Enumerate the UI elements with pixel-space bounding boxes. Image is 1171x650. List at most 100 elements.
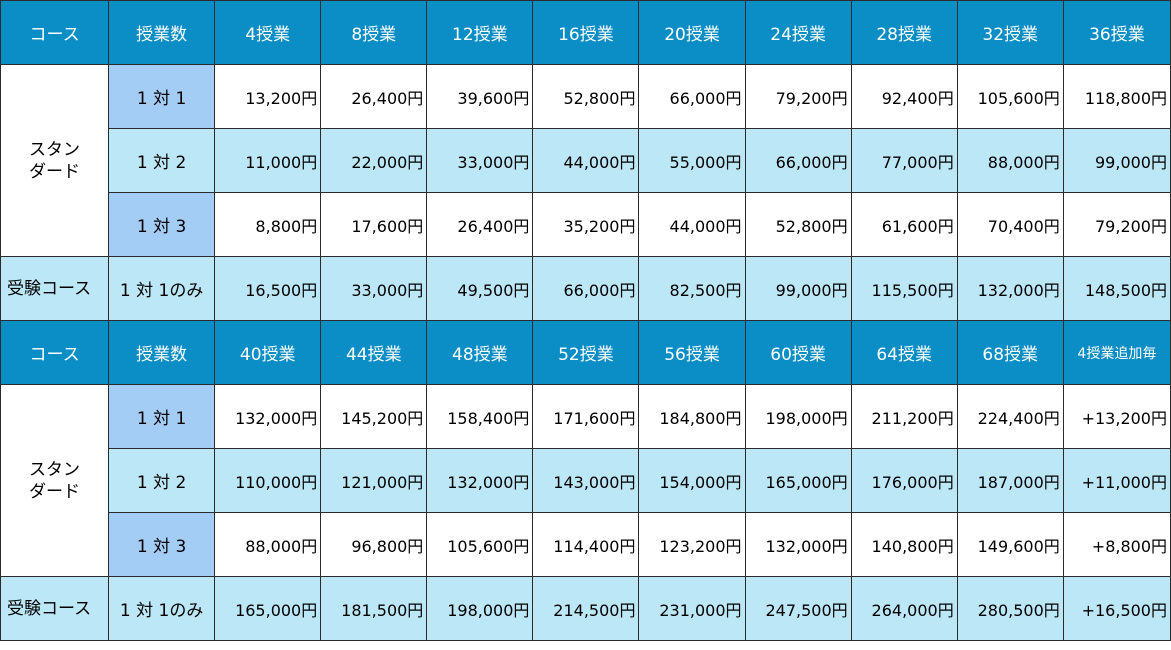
price-cell: 26,400円 — [426, 192, 534, 257]
price-cell: 105,600円 — [426, 512, 534, 577]
price-cell: 88,000円 — [956, 128, 1064, 193]
price-cell: 88,000円 — [214, 512, 322, 577]
price-cell: +16,500円 — [1062, 576, 1171, 641]
header-lesson-count: 授業数 — [108, 0, 216, 65]
price-cell: 66,000円 — [532, 256, 640, 321]
price-cell: 33,000円 — [426, 128, 534, 193]
price-cell: 198,000円 — [744, 384, 852, 449]
price-cell: 99,000円 — [744, 256, 852, 321]
header-lessons: 4授業 — [214, 0, 322, 65]
price-cell: 44,000円 — [532, 128, 640, 193]
header-lessons: 28授業 — [850, 0, 958, 65]
price-cell: 13,200円 — [214, 64, 322, 129]
price-cell: 110,000円 — [214, 448, 322, 513]
price-cell: 77,000円 — [850, 128, 958, 193]
header-lessons: 12授業 — [426, 0, 534, 65]
price-cell: 33,000円 — [320, 256, 428, 321]
price-cell: 187,000円 — [956, 448, 1064, 513]
header-lessons: 48授業 — [426, 320, 534, 385]
price-cell: 11,000円 — [214, 128, 322, 193]
price-cell: 118,800円 — [1062, 64, 1171, 129]
ratio-label: 1 対 1 — [108, 384, 216, 449]
price-cell: 79,200円 — [1062, 192, 1171, 257]
header-lessons: 56授業 — [638, 320, 746, 385]
course-standard: スタン ダード — [0, 64, 110, 257]
ratio-label: 1 対 3 — [108, 512, 216, 577]
price-cell: 132,000円 — [214, 384, 322, 449]
price-cell: 123,200円 — [638, 512, 746, 577]
course-label-line: ダード — [29, 481, 81, 502]
price-cell: 70,400円 — [956, 192, 1064, 257]
header-lessons: 44授業 — [320, 320, 428, 385]
price-cell: 231,000円 — [638, 576, 746, 641]
course-label-line: ダード — [29, 161, 81, 182]
header-lessons: 20授業 — [638, 0, 746, 65]
ratio-label: 1 対 2 — [108, 448, 216, 513]
price-cell: 66,000円 — [638, 64, 746, 129]
ratio-label: 1 対 1のみ — [108, 256, 216, 321]
price-cell: 105,600円 — [956, 64, 1064, 129]
course-label-line: スタン — [29, 459, 81, 480]
course-standard: スタン ダード — [0, 384, 110, 577]
table-row: 1 対 2 11,000円 22,000円 33,000円 44,000円 55,000円… — [1, 128, 1171, 193]
price-cell: 92,400円 — [850, 64, 958, 129]
price-cell: 49,500円 — [426, 256, 534, 321]
price-cell: 114,400円 — [532, 512, 640, 577]
header-lessons: 40授業 — [214, 320, 322, 385]
price-cell: 8,800円 — [214, 192, 322, 257]
header-lessons: 36授業 — [1062, 0, 1171, 65]
price-cell: 165,000円 — [744, 448, 852, 513]
price-cell: +8,800円 — [1062, 512, 1171, 577]
price-cell: 171,600円 — [532, 384, 640, 449]
header-lessons: 32授業 — [956, 0, 1064, 65]
header-course: コース — [0, 320, 110, 385]
table-row: スタン ダード 1 対 1 13,200円 26,400円 39,600円 52,800円 6… — [0, 64, 1171, 257]
price-cell: 55,000円 — [638, 128, 746, 193]
price-cell: 121,000円 — [320, 448, 428, 513]
header-lessons: 68授業 — [956, 320, 1064, 385]
price-cell: 79,200円 — [744, 64, 852, 129]
price-cell: 52,800円 — [744, 192, 852, 257]
header-lessons: 60授業 — [744, 320, 852, 385]
table-row: 1 対 2 110,000円 121,000円 132,000円 143,000円 154… — [1, 448, 1171, 513]
price-cell: 26,400円 — [320, 64, 428, 129]
course-exam: 受験コース — [0, 256, 110, 321]
ratio-label: 1 対 3 — [108, 192, 216, 257]
header-lesson-count: 授業数 — [108, 320, 216, 385]
course-exam: 受験コース — [0, 576, 110, 641]
price-cell: 224,400円 — [956, 384, 1064, 449]
price-cell: 140,800円 — [850, 512, 958, 577]
price-cell: 66,000円 — [744, 128, 852, 193]
ratio-label: 1 対 2 — [108, 128, 216, 193]
price-cell: 247,500円 — [744, 576, 852, 641]
price-cell: 44,000円 — [638, 192, 746, 257]
price-cell: 264,000円 — [850, 576, 958, 641]
header-row: コース 授業数 40授業 44授業 48授業 52授業 56授業 60授業 64授業 68授業 4授… — [0, 320, 1171, 385]
price-cell: 280,500円 — [956, 576, 1064, 641]
price-cell: +13,200円 — [1062, 384, 1171, 449]
table-row: 1 対 3 88,000円 96,800円 105,600円 114,400円 123,2… — [1, 512, 1171, 577]
price-cell: 16,500円 — [214, 256, 322, 321]
price-cell: 176,000円 — [850, 448, 958, 513]
table-row: 1 対 3 8,800円 17,600円 26,400円 35,200円 44,000円 5… — [1, 192, 1171, 257]
ratio-label: 1 対 1のみ — [108, 576, 216, 641]
header-lessons: 24授業 — [744, 0, 852, 65]
course-label-line: スタン — [29, 139, 81, 160]
price-cell: 143,000円 — [532, 448, 640, 513]
price-cell: 115,500円 — [850, 256, 958, 321]
header-lessons: 52授業 — [532, 320, 640, 385]
price-cell: 39,600円 — [426, 64, 534, 129]
table-row-exam: 受験コース 1 対 1のみ 16,500円 33,000円 49,500円 66,000円… — [0, 256, 1171, 321]
price-cell: 82,500円 — [638, 256, 746, 321]
table-row: スタン ダード 1 対 1 132,000円 145,200円 158,400円 171,6… — [0, 384, 1171, 577]
price-cell: 17,600円 — [320, 192, 428, 257]
header-course: コース — [0, 0, 110, 65]
price-cell: 149,600円 — [956, 512, 1064, 577]
price-cell: 99,000円 — [1062, 128, 1171, 193]
price-cell: 211,200円 — [850, 384, 958, 449]
price-cell: 165,000円 — [214, 576, 322, 641]
price-cell: 52,800円 — [532, 64, 640, 129]
price-cell: 148,500円 — [1062, 256, 1171, 321]
